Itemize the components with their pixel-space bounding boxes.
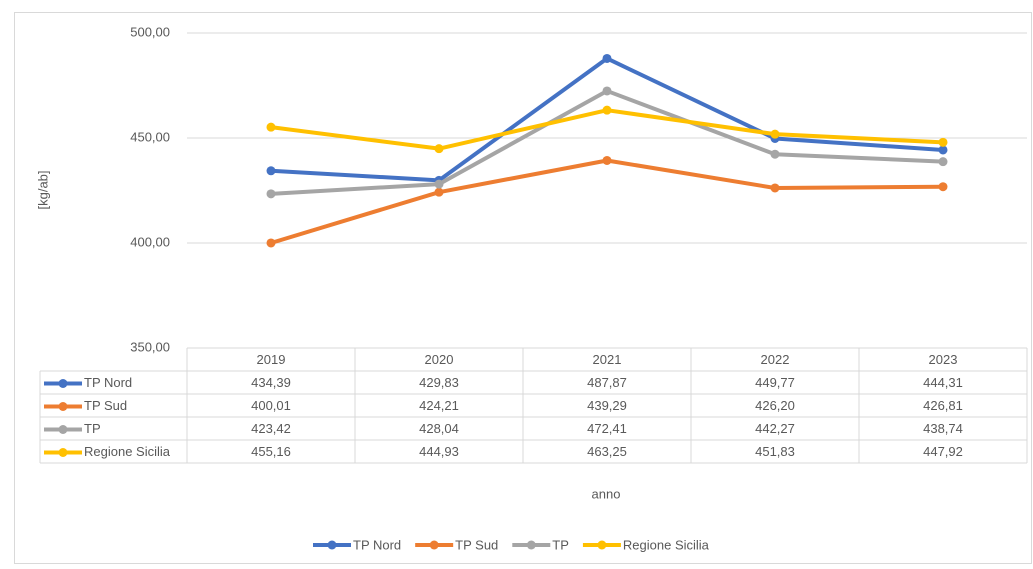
table-legend-marker: [58, 448, 68, 457]
y-axis-title: [kg/ab]: [35, 170, 50, 209]
point: [770, 129, 780, 139]
point: [938, 182, 948, 192]
point: [434, 187, 444, 197]
y-tick-label: 450,00: [130, 129, 170, 144]
point: [938, 157, 948, 167]
x-tick-label: 2022: [761, 352, 790, 367]
y-tick-label: 350,00: [130, 339, 170, 354]
legend-marker: [597, 540, 607, 550]
table-series-label: TP Nord: [84, 375, 132, 390]
table-value: 449,77: [755, 375, 795, 390]
point: [266, 238, 276, 248]
table-legend-marker: [58, 402, 68, 411]
point: [266, 189, 276, 199]
point: [770, 183, 780, 193]
x-tick-label: 2023: [929, 352, 958, 367]
chart-area: [14, 12, 1032, 564]
table-legend-marker: [58, 379, 68, 388]
legend-marker: [526, 540, 536, 550]
table-value: 442,27: [755, 421, 795, 436]
point: [602, 155, 612, 165]
table-legend-marker: [58, 425, 68, 434]
x-axis-title: anno: [592, 486, 621, 501]
point: [266, 122, 276, 132]
table-value: 426,20: [755, 398, 795, 413]
y-tick-label: 500,00: [130, 24, 170, 39]
point: [602, 86, 612, 96]
point: [602, 53, 612, 63]
table-value: 434,39: [251, 375, 291, 390]
legend-label: TP Nord: [353, 537, 401, 552]
x-tick-label: 2019: [257, 352, 286, 367]
table-value: 438,74: [923, 421, 963, 436]
y-tick-label: 400,00: [130, 234, 170, 249]
table-value: 451,83: [755, 444, 795, 459]
point: [434, 144, 444, 154]
point: [434, 179, 444, 189]
legend-marker: [429, 540, 439, 550]
table-value: 472,41: [587, 421, 627, 436]
table-value: 423,42: [251, 421, 291, 436]
point: [938, 137, 948, 147]
point: [602, 105, 612, 115]
table-series-label: Regione Sicilia: [84, 444, 171, 459]
table-value: 444,93: [419, 444, 459, 459]
legend-label: TP Sud: [455, 537, 498, 552]
legend-marker: [327, 540, 337, 550]
table-value: 428,04: [419, 421, 459, 436]
table-value: 455,16: [251, 444, 291, 459]
table-value: 447,92: [923, 444, 963, 459]
x-tick-label: 2021: [593, 352, 622, 367]
table-series-label: TP: [84, 421, 101, 436]
point: [266, 166, 276, 176]
table-value: 400,01: [251, 398, 291, 413]
table-value: 426,81: [923, 398, 963, 413]
x-tick-label: 2020: [425, 352, 454, 367]
table-value: 463,25: [587, 444, 627, 459]
legend-label: Regione Sicilia: [623, 537, 710, 552]
table-series-label: TP Sud: [84, 398, 127, 413]
table-value: 487,87: [587, 375, 627, 390]
point: [938, 145, 948, 155]
table-value: 424,21: [419, 398, 459, 413]
point: [770, 149, 780, 159]
legend-label: TP: [552, 537, 569, 552]
table-value: 439,29: [587, 398, 627, 413]
table-value: 429,83: [419, 375, 459, 390]
table-value: 444,31: [923, 375, 963, 390]
